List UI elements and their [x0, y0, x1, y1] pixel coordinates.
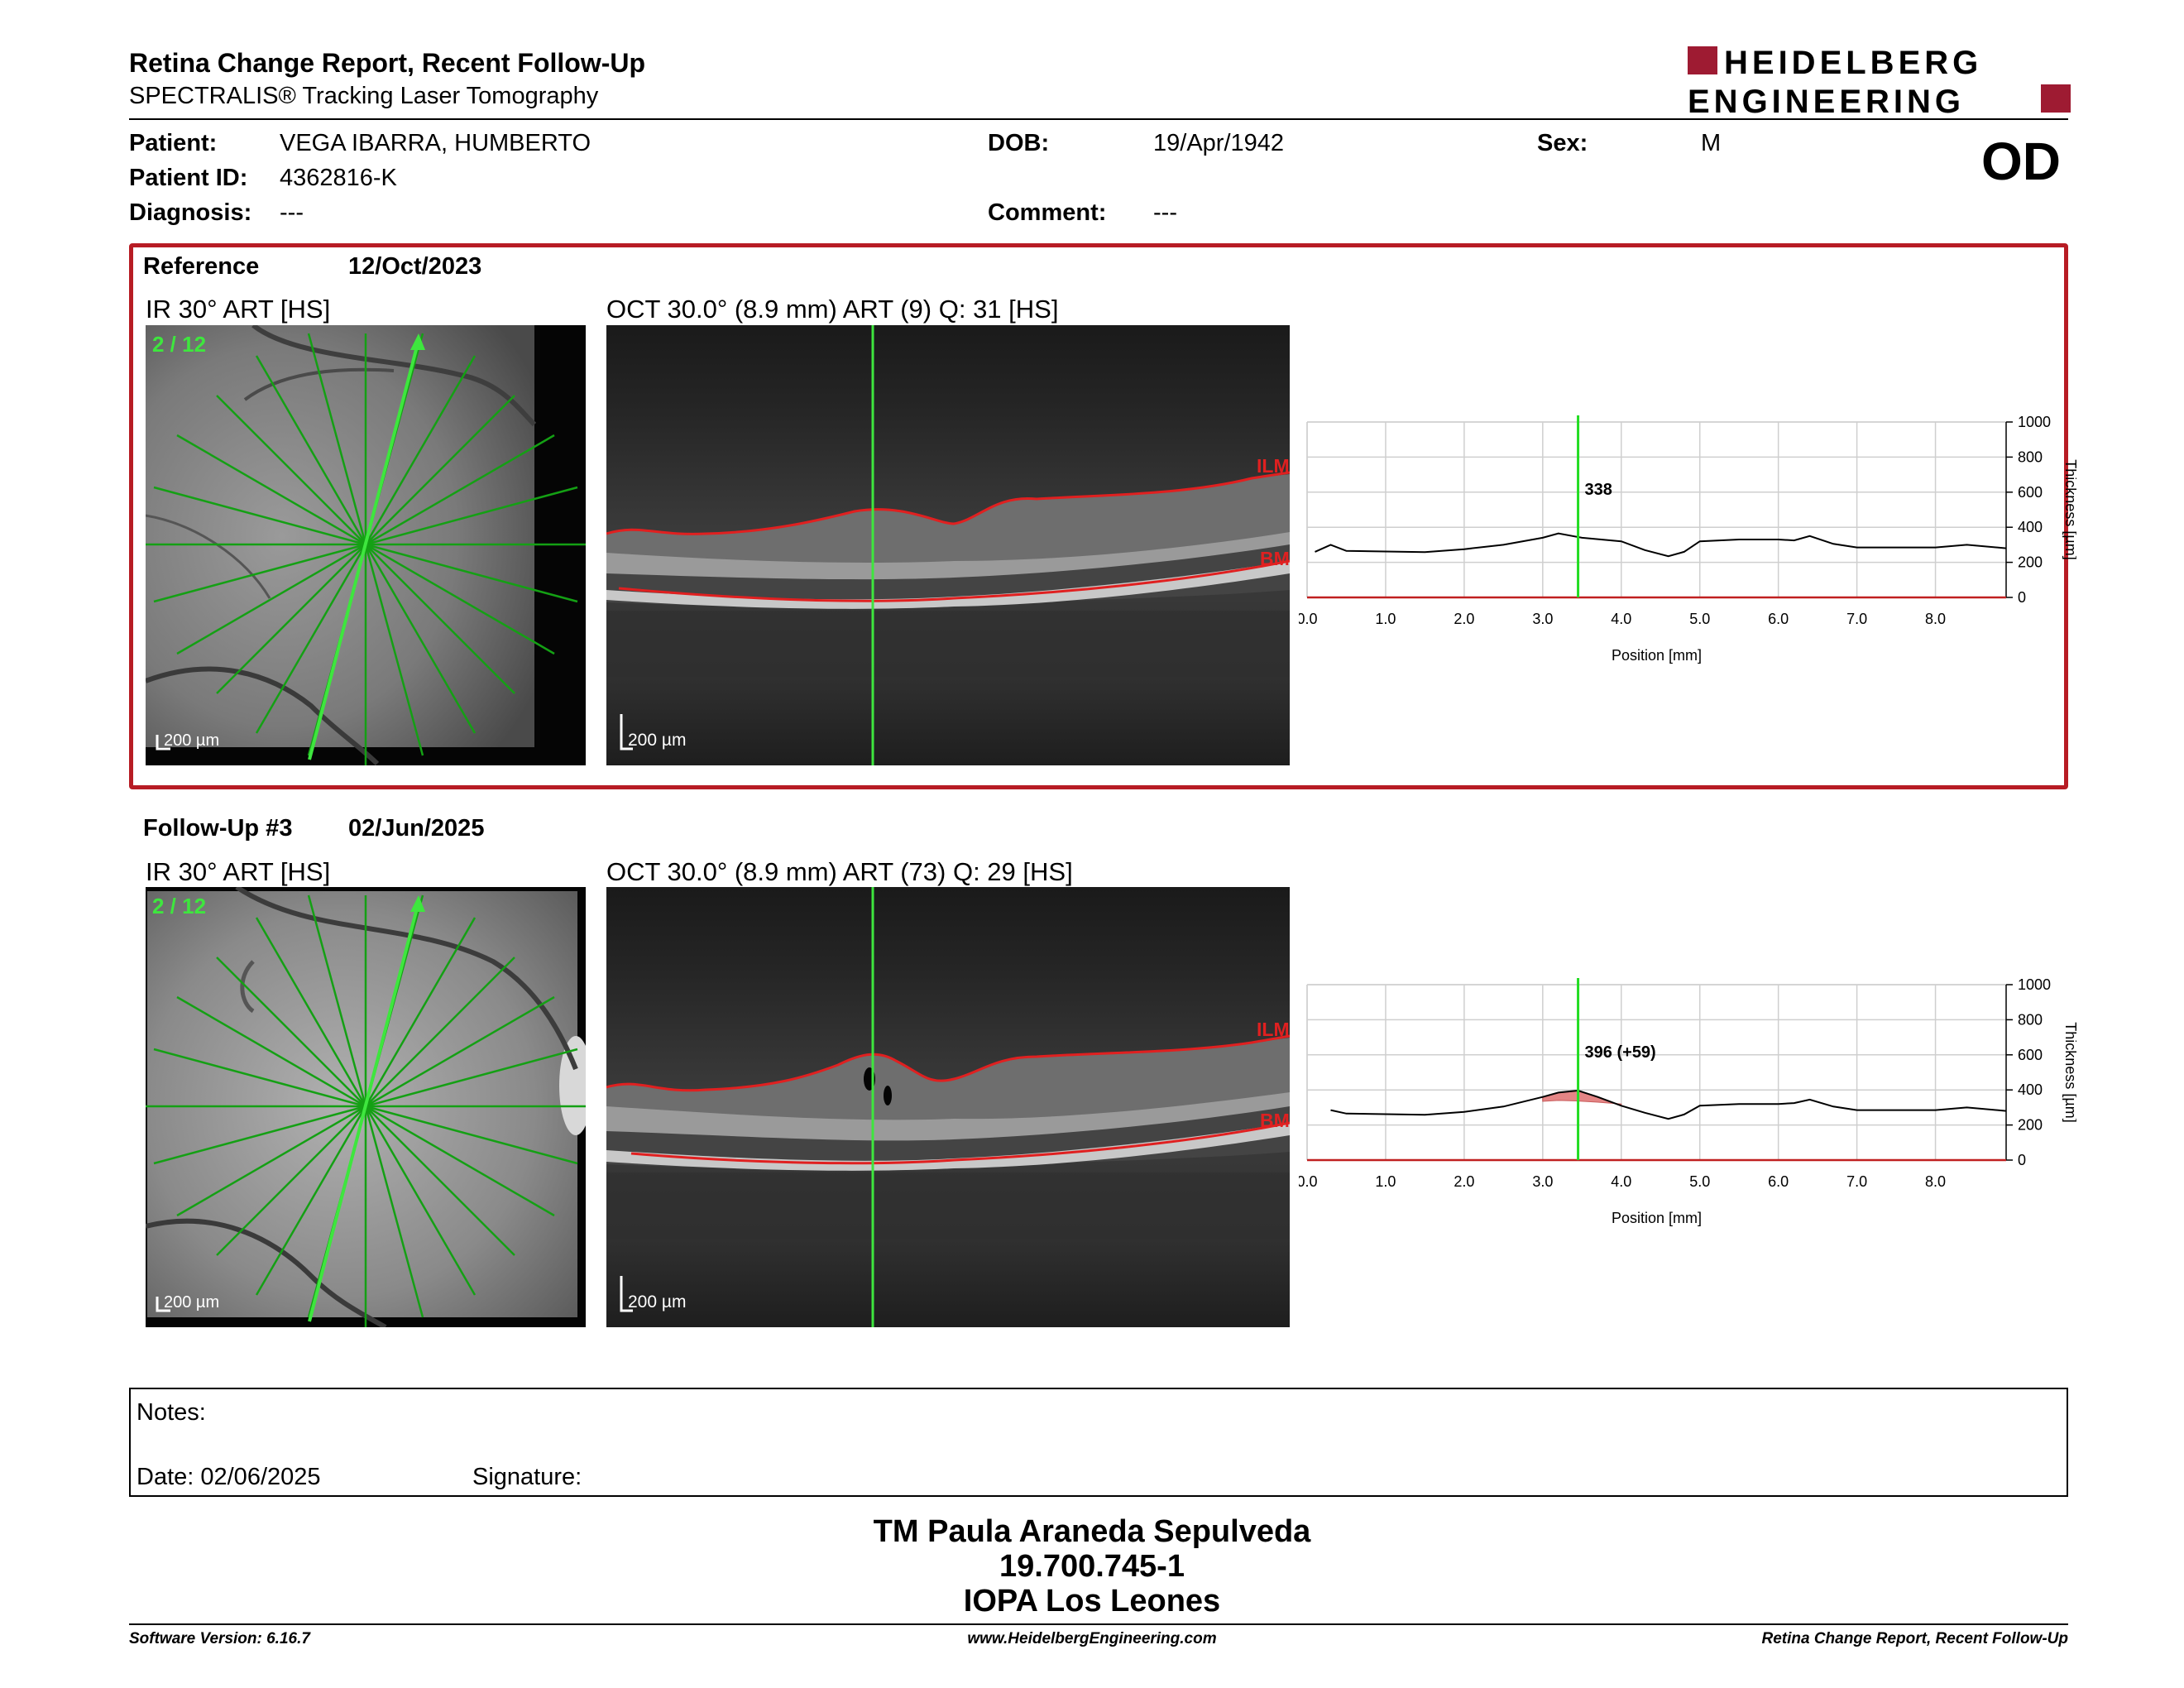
reference-chart-xlabel: Position [mm]	[1612, 647, 1702, 664]
reference-scan-index: 2 / 12	[152, 332, 206, 357]
patient-label: Patient:	[129, 130, 218, 156]
reference-chart-ytick-label: 600	[2018, 484, 2043, 501]
reference-chart-xtick-label: 0.0	[1299, 611, 1318, 627]
followup-chart-axes	[1306, 984, 2007, 1162]
reference-chart-axes	[1306, 421, 2007, 599]
diagnosis-label: Diagnosis:	[129, 199, 252, 226]
followup-ir-image: 2 / 12 200 µm	[146, 887, 586, 1327]
followup-oct-scale: 200 µm	[628, 1292, 686, 1312]
followup-chart-xtick-label: 8.0	[1925, 1173, 1946, 1190]
reference-bm-label: BM	[1260, 548, 1290, 569]
notes-box[interactable]: Notes: Date: 02/06/2025 Signature:	[129, 1388, 2068, 1497]
followup-chart-ytick-label: 600	[2018, 1047, 2043, 1063]
diagnosis-value: ---	[280, 199, 304, 226]
followup-thickness-value: 396 (+59)	[1585, 1043, 1656, 1062]
followup-chart-xlabel: Position [mm]	[1612, 1210, 1702, 1226]
signer-name: TM Paula Araneda Sepulveda	[873, 1514, 1311, 1549]
reference-chart-xtick-label: 8.0	[1925, 611, 1946, 627]
comment-label: Comment:	[988, 199, 1107, 226]
followup-bm-label: BM	[1260, 1110, 1290, 1131]
followup-chart-xtick-label: 6.0	[1768, 1173, 1789, 1190]
reference-chart-ytick-label: 200	[2018, 554, 2043, 571]
footer-website[interactable]: www.HeidelbergEngineering.com	[967, 1630, 1217, 1647]
sex-label: Sex:	[1537, 130, 1588, 156]
patient-id-label: Patient ID:	[129, 165, 248, 191]
reference-date: 12/Oct/2023	[348, 253, 482, 280]
reference-ilm-label: ILM	[1257, 455, 1290, 477]
followup-chart-grid	[1306, 984, 2006, 1161]
reference-chart-xtick-label: 3.0	[1532, 611, 1553, 627]
reference-label: Reference	[143, 253, 260, 280]
heidelberg-logo: HEIDELBERG ENGINEERING	[1688, 45, 2071, 117]
followup-chart-xtick-label: 5.0	[1689, 1173, 1710, 1190]
reference-chart-ytick-label: 0	[2018, 589, 2026, 606]
followup-chart-ytick-label: 400	[2018, 1081, 2043, 1098]
reference-chart-xtick-label: 2.0	[1454, 611, 1474, 627]
followup-chart-xtick-label: 1.0	[1375, 1173, 1396, 1190]
reference-oct-scale: 200 µm	[628, 731, 686, 750]
followup-chart-ylabel: Thickness [µm]	[2062, 1022, 2076, 1122]
reference-frame	[129, 243, 2068, 789]
followup-chart-ytick-label: 1000	[2018, 976, 2051, 993]
notes-date: Date: 02/06/2025	[136, 1464, 321, 1490]
reference-chart-grid	[1306, 421, 2006, 598]
followup-ilm-label: ILM	[1257, 1019, 1290, 1040]
followup-chart-ytick-label: 200	[2018, 1117, 2043, 1134]
reference-thickness-line	[1315, 532, 2007, 558]
signer-id: 19.700.745-1	[999, 1549, 1185, 1584]
reference-chart-xtick-label: 7.0	[1846, 611, 1867, 627]
patient-id: 4362816-K	[280, 165, 397, 191]
reference-chart-xtick-label: 4.0	[1611, 611, 1631, 627]
followup-chart-ytick-label: 800	[2018, 1011, 2043, 1028]
reference-thickness-value: 338	[1585, 481, 1612, 499]
footer-software-version: Software Version: 6.16.7	[129, 1630, 310, 1647]
reference-chart-xtick-label: 1.0	[1375, 611, 1396, 627]
sex-value: M	[1701, 130, 1722, 156]
followup-scan-index: 2 / 12	[152, 894, 206, 918]
reference-oct-caption: OCT 30.0° (8.9 mm) ART (9) Q: 31 [HS]	[606, 295, 1059, 324]
followup-chart-ytick-label: 0	[2018, 1152, 2026, 1168]
notes-label: Notes:	[136, 1399, 206, 1426]
dob-label: DOB:	[988, 130, 1050, 156]
followup-ir-scale: 200 µm	[164, 1293, 219, 1312]
header-rule	[129, 118, 2068, 120]
reference-chart-xtick-label: 6.0	[1768, 611, 1789, 627]
reference-chart-ytick-label: 400	[2018, 519, 2043, 535]
followup-chart-xtick-label: 4.0	[1611, 1173, 1631, 1190]
followup-oct-caption: OCT 30.0° (8.9 mm) ART (73) Q: 29 [HS]	[606, 857, 1073, 886]
followup-chart-xtick-label: 7.0	[1846, 1173, 1867, 1190]
dob-value: 19/Apr/1942	[1153, 130, 1285, 156]
reference-oct-image: ILM BM 200 µm	[606, 325, 1290, 765]
followup-chart-xtick-label: 3.0	[1532, 1173, 1553, 1190]
reference-thickness-chart: 0.0 1.0 2.0 3.0 4.0 5.0 6.0 7.0 8.0 0 200 400 600 800…	[1299, 414, 2076, 664]
logo-line2: ENGINEERING	[1688, 84, 1965, 117]
followup-chart-xtick-label: 2.0	[1454, 1173, 1474, 1190]
footer-report-name: Retina Change Report, Recent Follow-Up	[1761, 1630, 2068, 1647]
comment-value: ---	[1153, 199, 1177, 226]
logo-line1: HEIDELBERG	[1724, 45, 1982, 81]
followup-label: Follow-Up #3	[143, 815, 293, 842]
reference-ir-image: 2 / 12 200 µm	[146, 325, 586, 765]
notes-signature: Signature:	[472, 1464, 582, 1490]
reference-chart-ytick-label: 800	[2018, 448, 2043, 465]
signer-org: IOPA Los Leones	[963, 1584, 1221, 1618]
report-subtitle: SPECTRALIS® Tracking Laser Tomography	[129, 83, 599, 109]
footer-rule	[129, 1623, 2068, 1625]
followup-thickness-line	[1330, 1089, 2007, 1120]
followup-ir-caption: IR 30° ART [HS]	[146, 857, 331, 886]
followup-date: 02/Jun/2025	[348, 815, 485, 842]
reference-chart-ytick-label: 1000	[2018, 414, 2051, 430]
reference-ir-scale: 200 µm	[164, 731, 219, 750]
report-title: Retina Change Report, Recent Follow-Up	[129, 48, 646, 78]
reference-ir-caption: IR 30° ART [HS]	[146, 295, 331, 324]
followup-thickness-chart: 0.0 1.0 2.0 3.0 4.0 5.0 6.0 7.0 8.0 0 200 400 600 800…	[1299, 976, 2076, 1226]
reference-chart-ylabel: Thickness [µm]	[2062, 459, 2076, 559]
followup-chart-xtick-label: 0.0	[1299, 1173, 1318, 1190]
eye-indicator: OD	[1981, 132, 2061, 191]
reference-chart-xtick-label: 5.0	[1689, 611, 1710, 627]
patient-name: VEGA IBARRA, HUMBERTO	[280, 130, 592, 156]
followup-oct-image: ILM BM 200 µm	[606, 887, 1290, 1327]
